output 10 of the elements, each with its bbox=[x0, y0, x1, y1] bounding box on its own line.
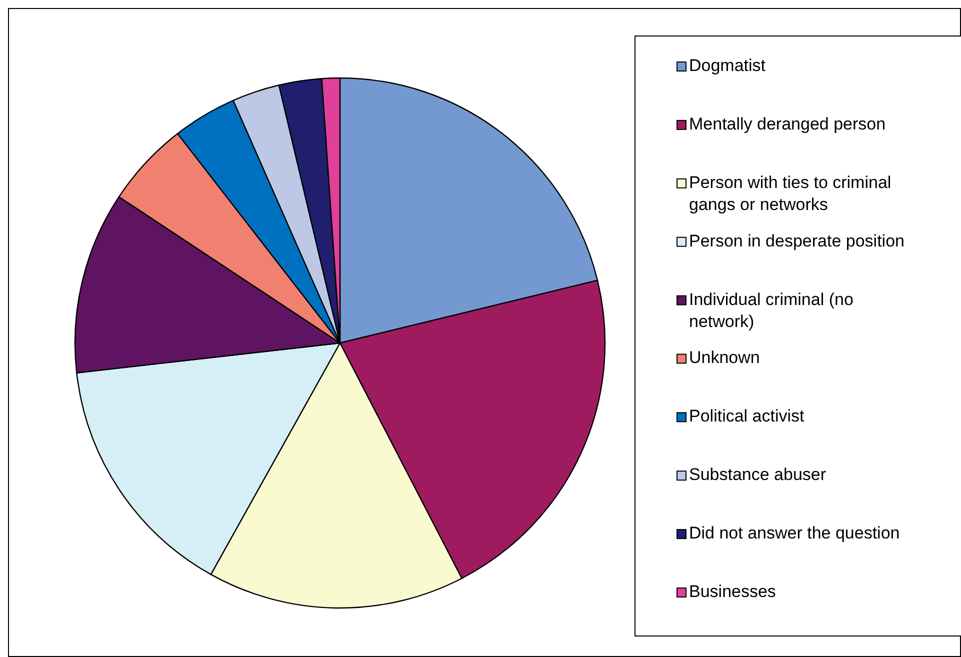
legend-label: Mentally deranged person bbox=[689, 114, 886, 134]
legend-label: Person in desperate position bbox=[689, 231, 904, 250]
legend-label: Person with ties to criminal gangs or networks bbox=[689, 172, 892, 214]
legend-label: Did not answer the question bbox=[689, 524, 900, 543]
legend-label: Individual criminal (no network) bbox=[689, 290, 854, 331]
legend-label: Substance abuser bbox=[689, 465, 826, 484]
legend-label: Businesses bbox=[689, 582, 776, 601]
legend-label: Political activist bbox=[689, 406, 805, 426]
legend-label: Dogmatist bbox=[689, 56, 766, 75]
legend-label: Unknown bbox=[689, 348, 760, 368]
